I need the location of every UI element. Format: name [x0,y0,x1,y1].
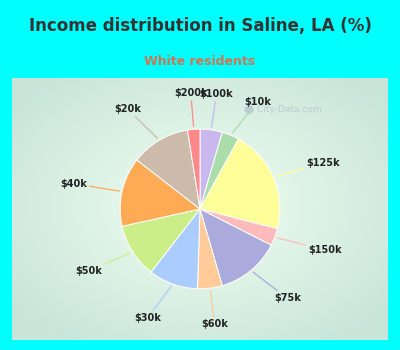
Text: White residents: White residents [144,55,256,68]
Text: $40k: $40k [60,178,119,191]
Wedge shape [120,160,200,226]
Text: $20k: $20k [114,104,157,138]
Text: $10k: $10k [232,97,271,133]
Wedge shape [188,129,200,209]
Text: $50k: $50k [75,253,130,276]
Wedge shape [122,209,200,272]
Text: $150k: $150k [277,238,342,255]
Wedge shape [137,130,200,209]
Wedge shape [200,129,222,209]
Wedge shape [198,209,222,289]
Text: $200k: $200k [174,88,208,127]
Wedge shape [151,209,200,289]
Text: $30k: $30k [134,286,171,323]
Text: $100k: $100k [200,89,233,127]
Wedge shape [200,132,238,209]
Wedge shape [200,139,280,229]
Text: $60k: $60k [201,291,228,329]
Wedge shape [200,209,271,286]
Text: $75k: $75k [253,272,301,303]
Wedge shape [200,209,277,245]
Text: $125k: $125k [276,158,340,176]
Text: ⬤ City-Data.com: ⬤ City-Data.com [244,105,322,114]
Text: Income distribution in Saline, LA (%): Income distribution in Saline, LA (%) [28,18,372,35]
